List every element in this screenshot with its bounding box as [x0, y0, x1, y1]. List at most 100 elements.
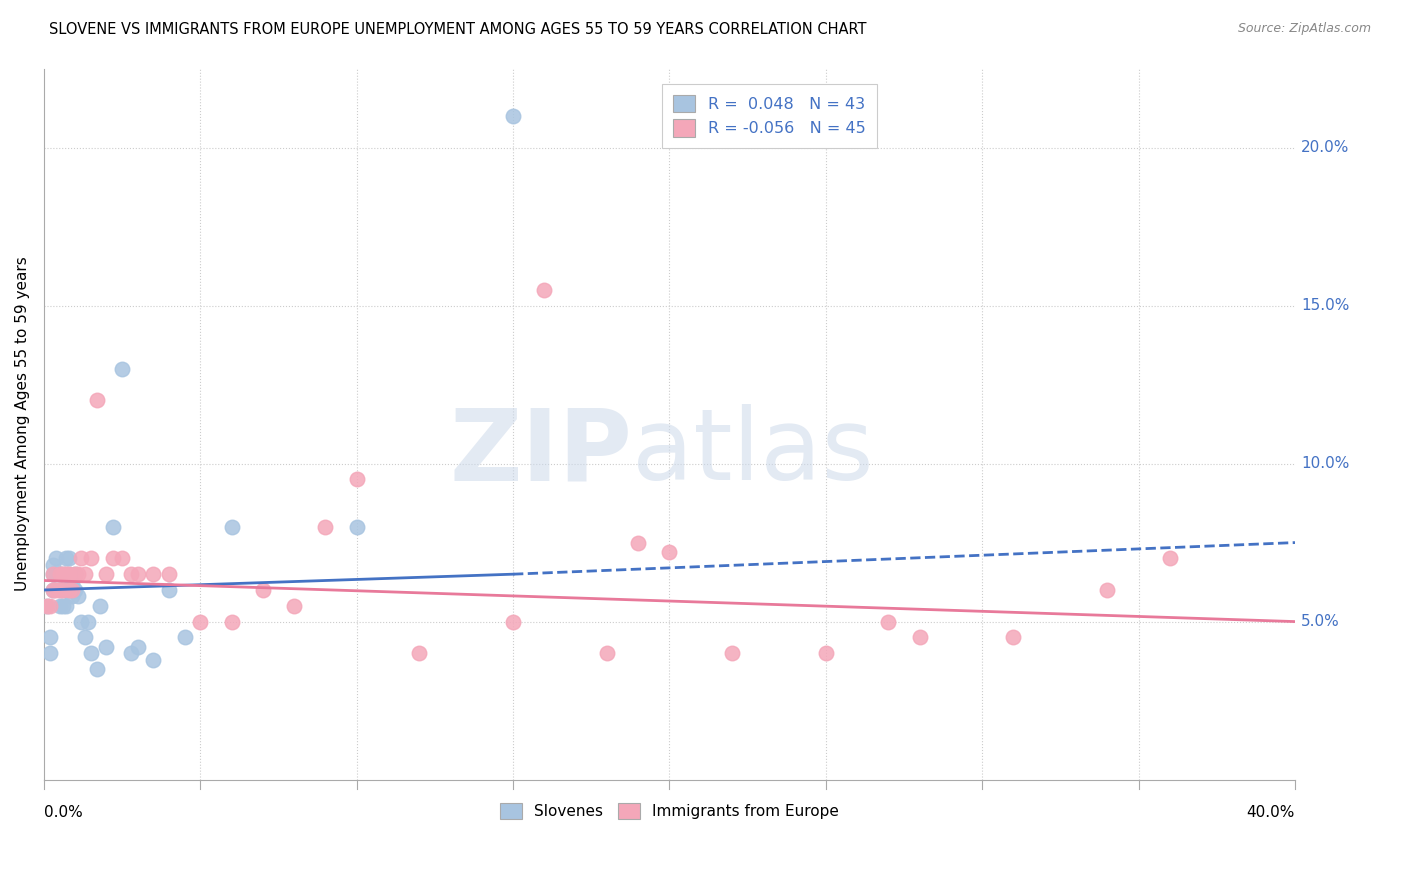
Point — [42, 558, 65, 572]
Text: 15.0%: 15.0% — [1301, 298, 1350, 313]
Point — [314, 520, 336, 534]
Point — [188, 615, 211, 629]
Point — [60, 576, 83, 591]
Point — [42, 567, 65, 582]
Text: 5.0%: 5.0% — [1301, 614, 1340, 629]
Point — [63, 582, 86, 597]
Point — [408, 646, 430, 660]
Text: SLOVENE VS IMMIGRANTS FROM EUROPE UNEMPLOYMENT AMONG AGES 55 TO 59 YEARS CORRELA: SLOVENE VS IMMIGRANTS FROM EUROPE UNEMPL… — [49, 22, 866, 37]
Point — [877, 615, 900, 629]
Text: 0.0%: 0.0% — [44, 805, 83, 820]
Point — [58, 582, 80, 597]
Point — [58, 567, 80, 582]
Point — [55, 599, 77, 613]
Point — [142, 567, 165, 582]
Text: ZIP: ZIP — [449, 404, 631, 501]
Point — [111, 551, 134, 566]
Point — [48, 567, 70, 582]
Point — [45, 551, 67, 566]
Point — [221, 615, 243, 629]
Point — [39, 631, 62, 645]
Point — [35, 599, 58, 613]
Point — [1159, 551, 1181, 566]
Point — [157, 582, 180, 597]
Text: 40.0%: 40.0% — [1247, 805, 1295, 820]
Point — [67, 567, 90, 582]
Point — [39, 599, 62, 613]
Point — [73, 567, 96, 582]
Text: 20.0%: 20.0% — [1301, 140, 1350, 155]
Point — [121, 567, 143, 582]
Point — [48, 582, 70, 597]
Point — [96, 640, 118, 654]
Point — [70, 551, 93, 566]
Point — [55, 567, 77, 582]
Point — [283, 599, 305, 613]
Point — [173, 631, 195, 645]
Point — [58, 567, 80, 582]
Point — [45, 567, 67, 582]
Point — [101, 551, 124, 566]
Point — [48, 567, 70, 582]
Point — [35, 599, 58, 613]
Y-axis label: Unemployment Among Ages 55 to 59 years: Unemployment Among Ages 55 to 59 years — [15, 257, 30, 591]
Point — [252, 582, 274, 597]
Point — [80, 646, 103, 660]
Point — [63, 567, 86, 582]
Text: 10.0%: 10.0% — [1301, 456, 1350, 471]
Point — [111, 361, 134, 376]
Point — [52, 567, 75, 582]
Point — [55, 567, 77, 582]
Point — [346, 520, 368, 534]
Point — [721, 646, 744, 660]
Point — [221, 520, 243, 534]
Point — [101, 520, 124, 534]
Point — [658, 545, 681, 559]
Point — [627, 535, 650, 549]
Point — [502, 615, 524, 629]
Point — [502, 109, 524, 123]
Point — [127, 567, 149, 582]
Point — [42, 582, 65, 597]
Text: atlas: atlas — [631, 404, 873, 501]
Point — [121, 646, 143, 660]
Point — [814, 646, 837, 660]
Point — [1002, 631, 1025, 645]
Point — [96, 567, 118, 582]
Point — [52, 582, 75, 597]
Point — [86, 662, 108, 676]
Point — [55, 582, 77, 597]
Text: Source: ZipAtlas.com: Source: ZipAtlas.com — [1237, 22, 1371, 36]
Point — [908, 631, 931, 645]
Point — [76, 615, 98, 629]
Point — [67, 590, 90, 604]
Point — [127, 640, 149, 654]
Point — [63, 567, 86, 582]
Point — [1097, 582, 1119, 597]
Point — [58, 551, 80, 566]
Point — [533, 283, 555, 297]
Point — [596, 646, 619, 660]
Point — [60, 590, 83, 604]
Point — [89, 599, 111, 613]
Point — [45, 582, 67, 597]
Point — [52, 582, 75, 597]
Point — [48, 599, 70, 613]
Point — [39, 646, 62, 660]
Point — [52, 599, 75, 613]
Point — [73, 631, 96, 645]
Point — [42, 567, 65, 582]
Point — [70, 615, 93, 629]
Point — [55, 551, 77, 566]
Point — [42, 582, 65, 597]
Point — [48, 582, 70, 597]
Point — [60, 582, 83, 597]
Legend: Slovenes, Immigrants from Europe: Slovenes, Immigrants from Europe — [494, 797, 845, 825]
Point — [80, 551, 103, 566]
Point — [157, 567, 180, 582]
Point — [142, 652, 165, 666]
Point — [58, 582, 80, 597]
Point — [52, 567, 75, 582]
Point — [346, 472, 368, 486]
Point — [86, 393, 108, 408]
